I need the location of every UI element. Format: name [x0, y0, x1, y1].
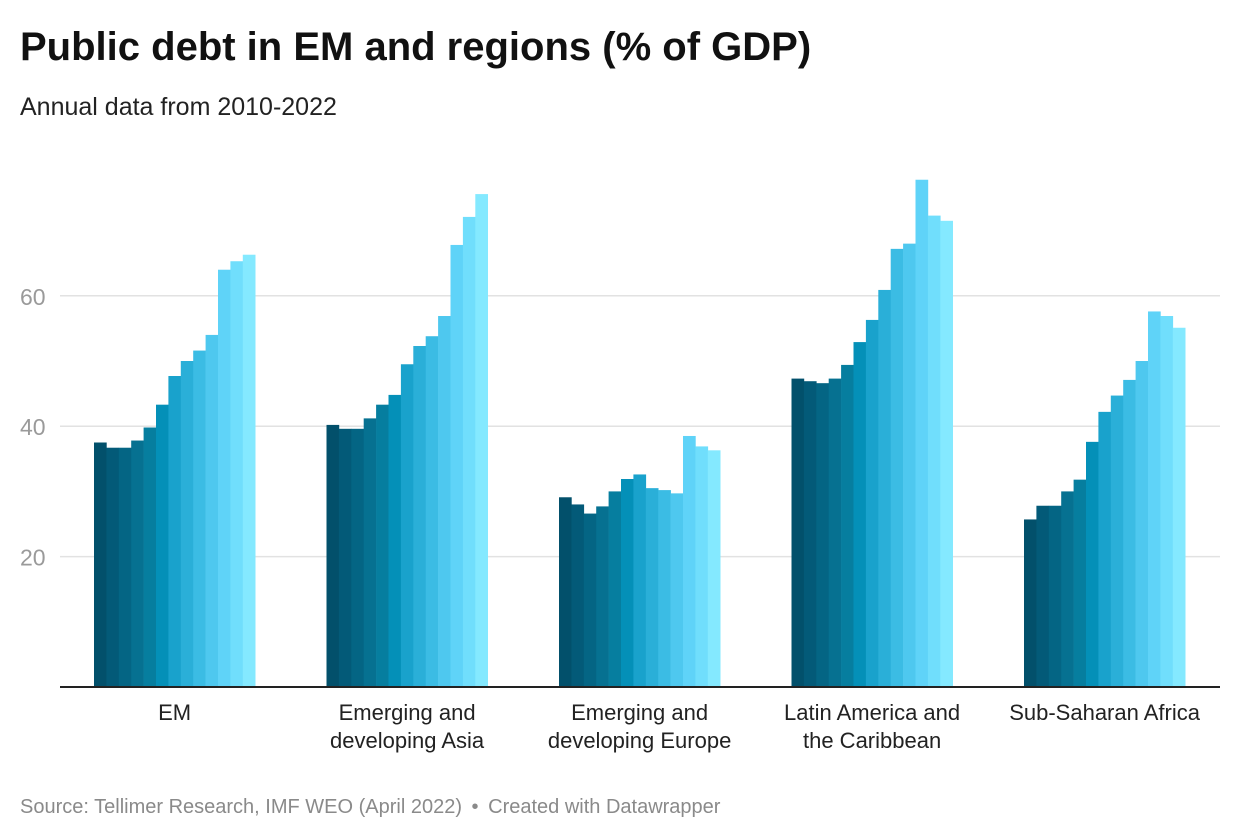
- bar-emerging-and-developing-europe-2022: [707, 450, 721, 687]
- y-tick-label: 20: [20, 545, 46, 571]
- bar-sub-saharan-africa-2015: [1086, 441, 1099, 687]
- bar-emerging-and-developing-europe-2017: [645, 488, 659, 687]
- bar-sub-saharan-africa-2020: [1148, 311, 1161, 687]
- bar-emerging-and-developing-europe-2012: [583, 513, 597, 687]
- bar-emerging-and-developing-europe-2016: [633, 474, 647, 687]
- credit-note: Created with Datawrapper: [488, 796, 721, 818]
- bar-em-2017: [180, 361, 194, 687]
- bar-emerging-and-developing-europe-2021: [695, 446, 709, 687]
- bar-latin-america-and-the-caribbean-2014: [841, 364, 854, 687]
- bar-emerging-and-developing-asia-2015: [388, 394, 402, 687]
- bar-latin-america-and-the-caribbean-2021: [927, 215, 941, 687]
- chart-subtitle: Annual data from 2010-2022: [20, 93, 337, 121]
- source-note: Source: Tellimer Research, IMF WEO (Apri…: [20, 796, 462, 818]
- x-tick-label: Emerging and developing Asia: [330, 700, 485, 753]
- bar-sub-saharan-africa-2012: [1048, 505, 1062, 687]
- bar-em-2014: [143, 427, 157, 687]
- bar-emerging-and-developing-asia-2022: [475, 194, 488, 687]
- bar-emerging-and-developing-asia-2017: [413, 346, 426, 687]
- bar-emerging-and-developing-europe-2020: [683, 435, 696, 687]
- bar-em-2016: [168, 376, 182, 687]
- bar-em-2021: [230, 261, 244, 687]
- bar-latin-america-and-the-caribbean-2019: [903, 243, 916, 687]
- bar-em-2013: [131, 440, 144, 687]
- bar-emerging-and-developing-europe-2013: [596, 506, 609, 687]
- bar-emerging-and-developing-asia-2011: [338, 428, 352, 687]
- x-tick-label: Emerging and developing Europe: [548, 700, 731, 753]
- x-tick-label: EM: [158, 700, 191, 725]
- bar-em-2015: [156, 404, 169, 687]
- y-tick-label: 40: [20, 414, 46, 440]
- bar-emerging-and-developing-europe-2019: [670, 493, 684, 687]
- bar-sub-saharan-africa-2011: [1036, 505, 1050, 687]
- bar-latin-america-and-the-caribbean-2016: [865, 319, 879, 687]
- bar-emerging-and-developing-asia-2013: [363, 418, 377, 687]
- bar-emerging-and-developing-europe-2014: [608, 491, 622, 687]
- bar-em-2019: [205, 334, 219, 687]
- bar-emerging-and-developing-asia-2014: [376, 404, 389, 687]
- chart-footer: Source: Tellimer Research, IMF WEO (Apri…: [20, 794, 720, 820]
- bar-emerging-and-developing-asia-2012: [351, 428, 364, 687]
- bar-emerging-and-developing-asia-2020: [450, 244, 464, 687]
- bar-latin-america-and-the-caribbean-2022: [940, 220, 953, 687]
- bar-latin-america-and-the-caribbean-2018: [890, 248, 904, 688]
- bar-latin-america-and-the-caribbean-2020: [915, 179, 929, 688]
- bar-sub-saharan-africa-2014: [1073, 479, 1087, 687]
- y-tick-label: 60: [20, 284, 46, 310]
- bar-latin-america-and-the-caribbean-2015: [853, 342, 867, 687]
- chart-title: Public debt in EM and regions (% of GDP): [20, 25, 812, 69]
- bar-sub-saharan-africa-2021: [1160, 316, 1174, 687]
- bar-sub-saharan-africa-2018: [1123, 379, 1136, 687]
- bar-chart: 20 40 60 EM Emerging and developing Asia Emerg…: [20, 179, 1220, 753]
- bar-latin-america-and-the-caribbean-2011: [803, 381, 817, 687]
- bar-emerging-and-developing-europe-2015: [621, 479, 634, 687]
- bar-emerging-and-developing-asia-2016: [400, 364, 414, 687]
- bar-em-2022: [242, 254, 256, 687]
- bar-emerging-and-developing-europe-2010: [559, 497, 572, 687]
- footer-separator: •: [471, 796, 479, 818]
- bar-emerging-and-developing-europe-2011: [571, 504, 585, 687]
- x-tick-label: Sub-Saharan Africa: [1009, 700, 1201, 725]
- bar-latin-america-and-the-caribbean-2012: [816, 383, 829, 687]
- bar-emerging-and-developing-asia-2010: [326, 424, 340, 687]
- bar-latin-america-and-the-caribbean-2010: [791, 378, 805, 687]
- bar-sub-saharan-africa-2013: [1061, 491, 1074, 687]
- bar-sub-saharan-africa-2022: [1172, 327, 1186, 687]
- bar-em-2011: [106, 447, 120, 687]
- bar-sub-saharan-africa-2016: [1098, 411, 1112, 687]
- bars: [94, 179, 1186, 688]
- bar-sub-saharan-africa-2010: [1024, 519, 1037, 687]
- bar-sub-saharan-africa-2019: [1135, 361, 1149, 687]
- x-tick-label: Latin America and the Caribbean: [784, 700, 960, 753]
- bar-em-2018: [193, 350, 206, 687]
- bar-emerging-and-developing-europe-2018: [658, 490, 671, 687]
- bar-emerging-and-developing-asia-2021: [462, 216, 476, 687]
- bar-latin-america-and-the-caribbean-2017: [878, 289, 891, 687]
- bar-sub-saharan-africa-2017: [1110, 395, 1124, 687]
- bar-em-2020: [218, 269, 231, 687]
- bar-emerging-and-developing-asia-2018: [425, 336, 439, 687]
- bar-em-2012: [118, 447, 132, 687]
- axes: 20 40 60 EM Emerging and developing Asia Emerg…: [20, 284, 1220, 753]
- bar-em-2010: [94, 442, 107, 687]
- bar-latin-america-and-the-caribbean-2013: [828, 378, 842, 687]
- bar-emerging-and-developing-asia-2019: [438, 316, 451, 687]
